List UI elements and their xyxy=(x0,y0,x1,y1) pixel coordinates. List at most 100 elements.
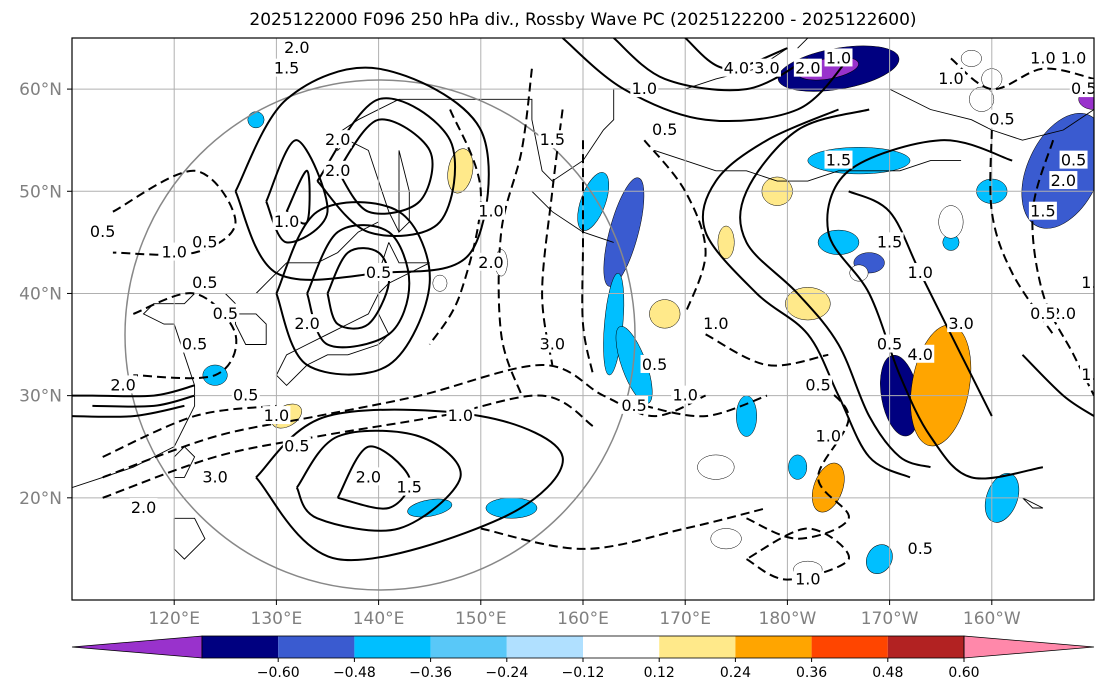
contour-label-bg-24 xyxy=(538,130,567,149)
coastline-4 xyxy=(173,446,196,478)
coastline-8 xyxy=(797,38,809,49)
y-axis-ticks: 20°N 30°N 40°N 50°N 60°N xyxy=(19,80,72,509)
colorbar-tick-label-9: 0.60 xyxy=(948,665,979,681)
contour-dashed-34 xyxy=(480,507,768,550)
contour-label-bg-45 xyxy=(650,119,679,138)
contour-label-50: 2.0 xyxy=(1051,304,1076,323)
contour-label-bg-43 xyxy=(824,48,853,67)
contour-label-14: 0.5 xyxy=(366,263,391,282)
contour-label-42: 2.0 xyxy=(795,59,820,78)
contour-label-bg-46 xyxy=(1028,201,1057,220)
colorbar-tick-label-4: −0.12 xyxy=(562,665,605,681)
contour-solid-14 xyxy=(701,108,911,479)
y-tick-label-0: 20°N xyxy=(19,489,62,509)
contour-label-1: 1.5 xyxy=(274,59,299,78)
contour-solid-7 xyxy=(265,139,329,244)
div-patch-39 xyxy=(849,264,869,282)
y-tick-label-4: 60°N xyxy=(19,80,62,100)
contour-label-bg-20 xyxy=(354,467,383,486)
y-tick-label-1: 30°N xyxy=(19,387,62,407)
contour-label-bg-31 xyxy=(814,426,843,445)
div-patch-30 xyxy=(697,454,735,480)
contour-label-57: 1.0 xyxy=(1030,48,1055,67)
colorbar-tick-label-8: 0.48 xyxy=(872,665,903,681)
contour-label-22: 1.0 xyxy=(478,202,503,221)
contour-label-2: 2.0 xyxy=(325,130,350,149)
contour-solid-4 xyxy=(306,224,411,349)
contour-label-bg-5 xyxy=(88,222,117,241)
div-patch-7 xyxy=(1021,113,1094,229)
contour-label-bg-33 xyxy=(906,538,935,557)
contour-label-33: 0.5 xyxy=(908,539,933,558)
contour-label-bg-28 xyxy=(671,385,700,404)
contour-label-12: 1.0 xyxy=(264,406,289,425)
contour-solid-10 xyxy=(234,66,490,281)
contour-solid-16 xyxy=(826,139,1044,480)
contour-label-25: 3.0 xyxy=(540,335,565,354)
contour-label-24: 1.5 xyxy=(540,130,565,149)
x-tick-label-1: 130°E xyxy=(251,609,303,629)
coastline-0 xyxy=(275,242,430,387)
contour-label-bg-52 xyxy=(1028,303,1057,322)
contour-dashed-35 xyxy=(132,292,238,380)
contour-label-bg-0 xyxy=(282,38,311,57)
colorbar-bin-1 xyxy=(278,636,355,658)
contour-label-bg-56 xyxy=(936,68,965,87)
contour-label-3: 1.0 xyxy=(274,212,299,231)
x-tick-label-6: 180°W xyxy=(759,609,817,629)
x-tick-label-5: 170°E xyxy=(659,609,711,629)
contour-dashed-29 xyxy=(643,139,707,315)
div-patch-14 xyxy=(485,497,538,519)
contour-label-17: 2.0 xyxy=(131,498,156,517)
contour-label-15: 2.0 xyxy=(325,161,350,180)
contour-label-bg-23 xyxy=(477,252,506,271)
contour-label-bg-47 xyxy=(1049,171,1078,190)
contour-label-bg-29 xyxy=(701,314,730,333)
contour-label-35: 4.0 xyxy=(908,345,933,364)
contour-label-26: 0.5 xyxy=(642,355,667,374)
contour-label-bg-34 xyxy=(875,334,904,353)
contour-label-34: 0.5 xyxy=(877,335,902,354)
colorbar-tick-label-6: 0.24 xyxy=(720,665,751,681)
contour-solid-1 xyxy=(92,394,195,408)
div-patch-6 xyxy=(807,147,911,175)
contour-label-46: 1.5 xyxy=(1030,202,1055,221)
contour-label-bg-35 xyxy=(906,344,935,363)
contour-dashed-27 xyxy=(581,140,595,376)
contour-label-41: 4.0 xyxy=(724,59,749,78)
colorbar-bin-2 xyxy=(354,636,431,658)
div-patch-33 xyxy=(938,205,964,239)
colorbar-tick-label-5: 0.12 xyxy=(644,665,675,681)
contour-label-13: 2.0 xyxy=(294,314,319,333)
contour-label-bg-8 xyxy=(211,303,240,322)
contour-label-28: 1.0 xyxy=(672,386,697,405)
div-patch-19 xyxy=(247,111,265,129)
contour-label-4: 0.5 xyxy=(192,232,217,251)
contour-label-48: 0.5 xyxy=(1061,151,1086,170)
contour-label-bg-9 xyxy=(180,334,209,353)
contour-dashed-39 xyxy=(644,394,768,418)
contour-label-bg-17 xyxy=(129,498,158,517)
contour-dashed-30 xyxy=(1031,139,1094,397)
contour-label-53: 1.0 xyxy=(1081,365,1105,384)
div-patch-9 xyxy=(817,229,860,255)
contour-labels: 2.01.52.01.00.50.51.00.50.50.52.00.51.02… xyxy=(88,38,1105,589)
contour-label-bg-26 xyxy=(640,354,669,373)
contour-label-47: 2.0 xyxy=(1051,171,1076,190)
colorbar-max-extend xyxy=(963,635,1095,659)
contour-dashed-28 xyxy=(428,109,482,346)
div-patch-24 xyxy=(649,299,681,329)
contour-label-bg-4 xyxy=(190,232,219,251)
div-patch-31 xyxy=(710,528,742,550)
contour-label-bg-38 xyxy=(906,263,935,282)
colorbar-bin-0 xyxy=(202,636,279,658)
contour-solid-9 xyxy=(316,97,457,237)
contour-label-45: 0.5 xyxy=(652,120,677,139)
colorbar-bin-4 xyxy=(506,636,583,658)
x-tick-label-3: 150°E xyxy=(455,609,507,629)
x-tick-label-4: 160°E xyxy=(557,609,609,629)
contour-label-bg-10 xyxy=(109,375,138,394)
x-tick-label-8: 160°W xyxy=(963,609,1021,629)
contour-label-bg-13 xyxy=(293,314,322,333)
colorbar-bin-9 xyxy=(887,636,964,658)
